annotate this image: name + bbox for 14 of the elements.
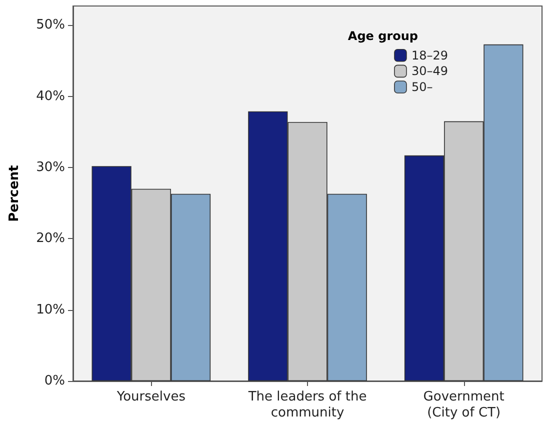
y-tick-label: 0% xyxy=(44,374,65,388)
x-tick-label: Government (City of CT) xyxy=(423,390,504,420)
legend-label: 18–29 xyxy=(411,48,448,62)
y-axis-title: Percent xyxy=(7,165,22,222)
y-tick-label: 40% xyxy=(36,88,65,104)
legend-title: Age group xyxy=(348,29,418,43)
x-tick-label: The leaders of the community xyxy=(247,390,367,420)
y-tick-label: 30% xyxy=(36,160,65,176)
legend-label: 30–49 xyxy=(411,64,448,78)
y-tick-label: 20% xyxy=(36,231,65,246)
x-tick-label: Yourselves xyxy=(116,390,186,404)
legend-label: 50– xyxy=(411,80,433,94)
y-tick-label: 10% xyxy=(36,302,65,318)
y-tick-label: 50% xyxy=(36,18,65,33)
